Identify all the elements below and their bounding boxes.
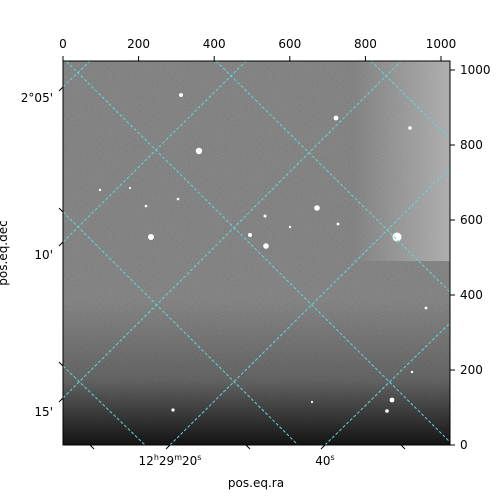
star	[148, 234, 154, 240]
star	[424, 306, 428, 310]
star	[385, 409, 389, 413]
star	[314, 205, 320, 211]
left-axis	[58, 86, 64, 403]
ra-grid-line	[63, 61, 402, 399]
bottom-tick	[165, 444, 171, 450]
plot-frame	[62, 60, 451, 446]
ra-grid-line	[63, 61, 91, 88]
top-tick-labels: 0 200 400 600 800 1000	[59, 37, 456, 51]
star	[389, 397, 395, 403]
right-axis	[450, 69, 455, 446]
top-tick-label: 800	[354, 37, 377, 51]
star	[171, 408, 175, 412]
right-tick-label: 800	[460, 138, 483, 152]
left-tick-label: 2°05'	[21, 91, 53, 105]
bottom-tick-label: 40s	[315, 453, 334, 468]
star	[128, 186, 132, 190]
dec-grid-line	[370, 61, 450, 140]
left-tick-label: 15'	[34, 405, 53, 419]
coordinate-grid	[63, 61, 450, 445]
right-tick-label: 400	[460, 288, 483, 302]
star	[195, 147, 203, 155]
top-axis	[62, 56, 442, 61]
left-tick	[58, 397, 64, 403]
top-tick-label: 600	[278, 37, 301, 51]
left-tick	[58, 361, 64, 367]
ra-grid-line	[63, 61, 247, 243]
ra-grid-line	[324, 322, 450, 445]
left-tick-label: 10'	[34, 248, 53, 262]
right-brightening	[63, 61, 450, 261]
x-axis-label: pos.eq.ra	[228, 476, 284, 490]
right-tick-label: 600	[460, 213, 483, 227]
star	[288, 225, 292, 229]
star	[310, 400, 314, 404]
y-axis-label: pos.eq.dec	[0, 220, 10, 285]
bottom-axis	[89, 444, 406, 450]
stars	[98, 93, 428, 413]
right-tick-labels: 0 200 400 600 800 1000	[460, 63, 491, 452]
bottom-shading	[63, 300, 450, 445]
bottom-tick	[245, 444, 251, 450]
left-tick	[58, 207, 64, 213]
bottom-tick-label: 12h29m20s	[139, 453, 202, 468]
star	[98, 188, 102, 192]
top-tick-label: 1000	[426, 37, 457, 51]
star	[263, 243, 269, 249]
star	[176, 197, 180, 201]
bottom-tick	[320, 444, 326, 450]
sky-image	[63, 61, 450, 445]
bottom-tick	[89, 444, 95, 450]
left-tick	[58, 86, 64, 92]
star	[392, 232, 402, 242]
star	[248, 233, 252, 237]
left-tick	[58, 241, 64, 247]
star	[179, 93, 183, 97]
right-tick-label: 200	[460, 363, 483, 377]
bottom-tick-labels: 12h29m20s 40s	[139, 453, 335, 468]
star	[410, 370, 414, 374]
top-tick-label: 400	[203, 37, 226, 51]
right-tick-label: 1000	[460, 63, 491, 77]
star	[144, 204, 148, 208]
star	[408, 126, 412, 130]
top-tick-label: 200	[127, 37, 150, 51]
right-tick-label: 0	[460, 438, 468, 452]
left-tick-labels: 2°05' 10' 15'	[21, 91, 53, 419]
dec-grid-line	[63, 365, 146, 445]
star	[333, 115, 339, 121]
ra-grid-line	[169, 167, 450, 445]
star	[263, 214, 267, 218]
top-tick-label: 0	[59, 37, 67, 51]
bottom-tick	[400, 444, 406, 450]
dec-grid-line	[65, 61, 450, 443]
star	[336, 222, 340, 226]
dec-grid-line	[63, 211, 299, 445]
